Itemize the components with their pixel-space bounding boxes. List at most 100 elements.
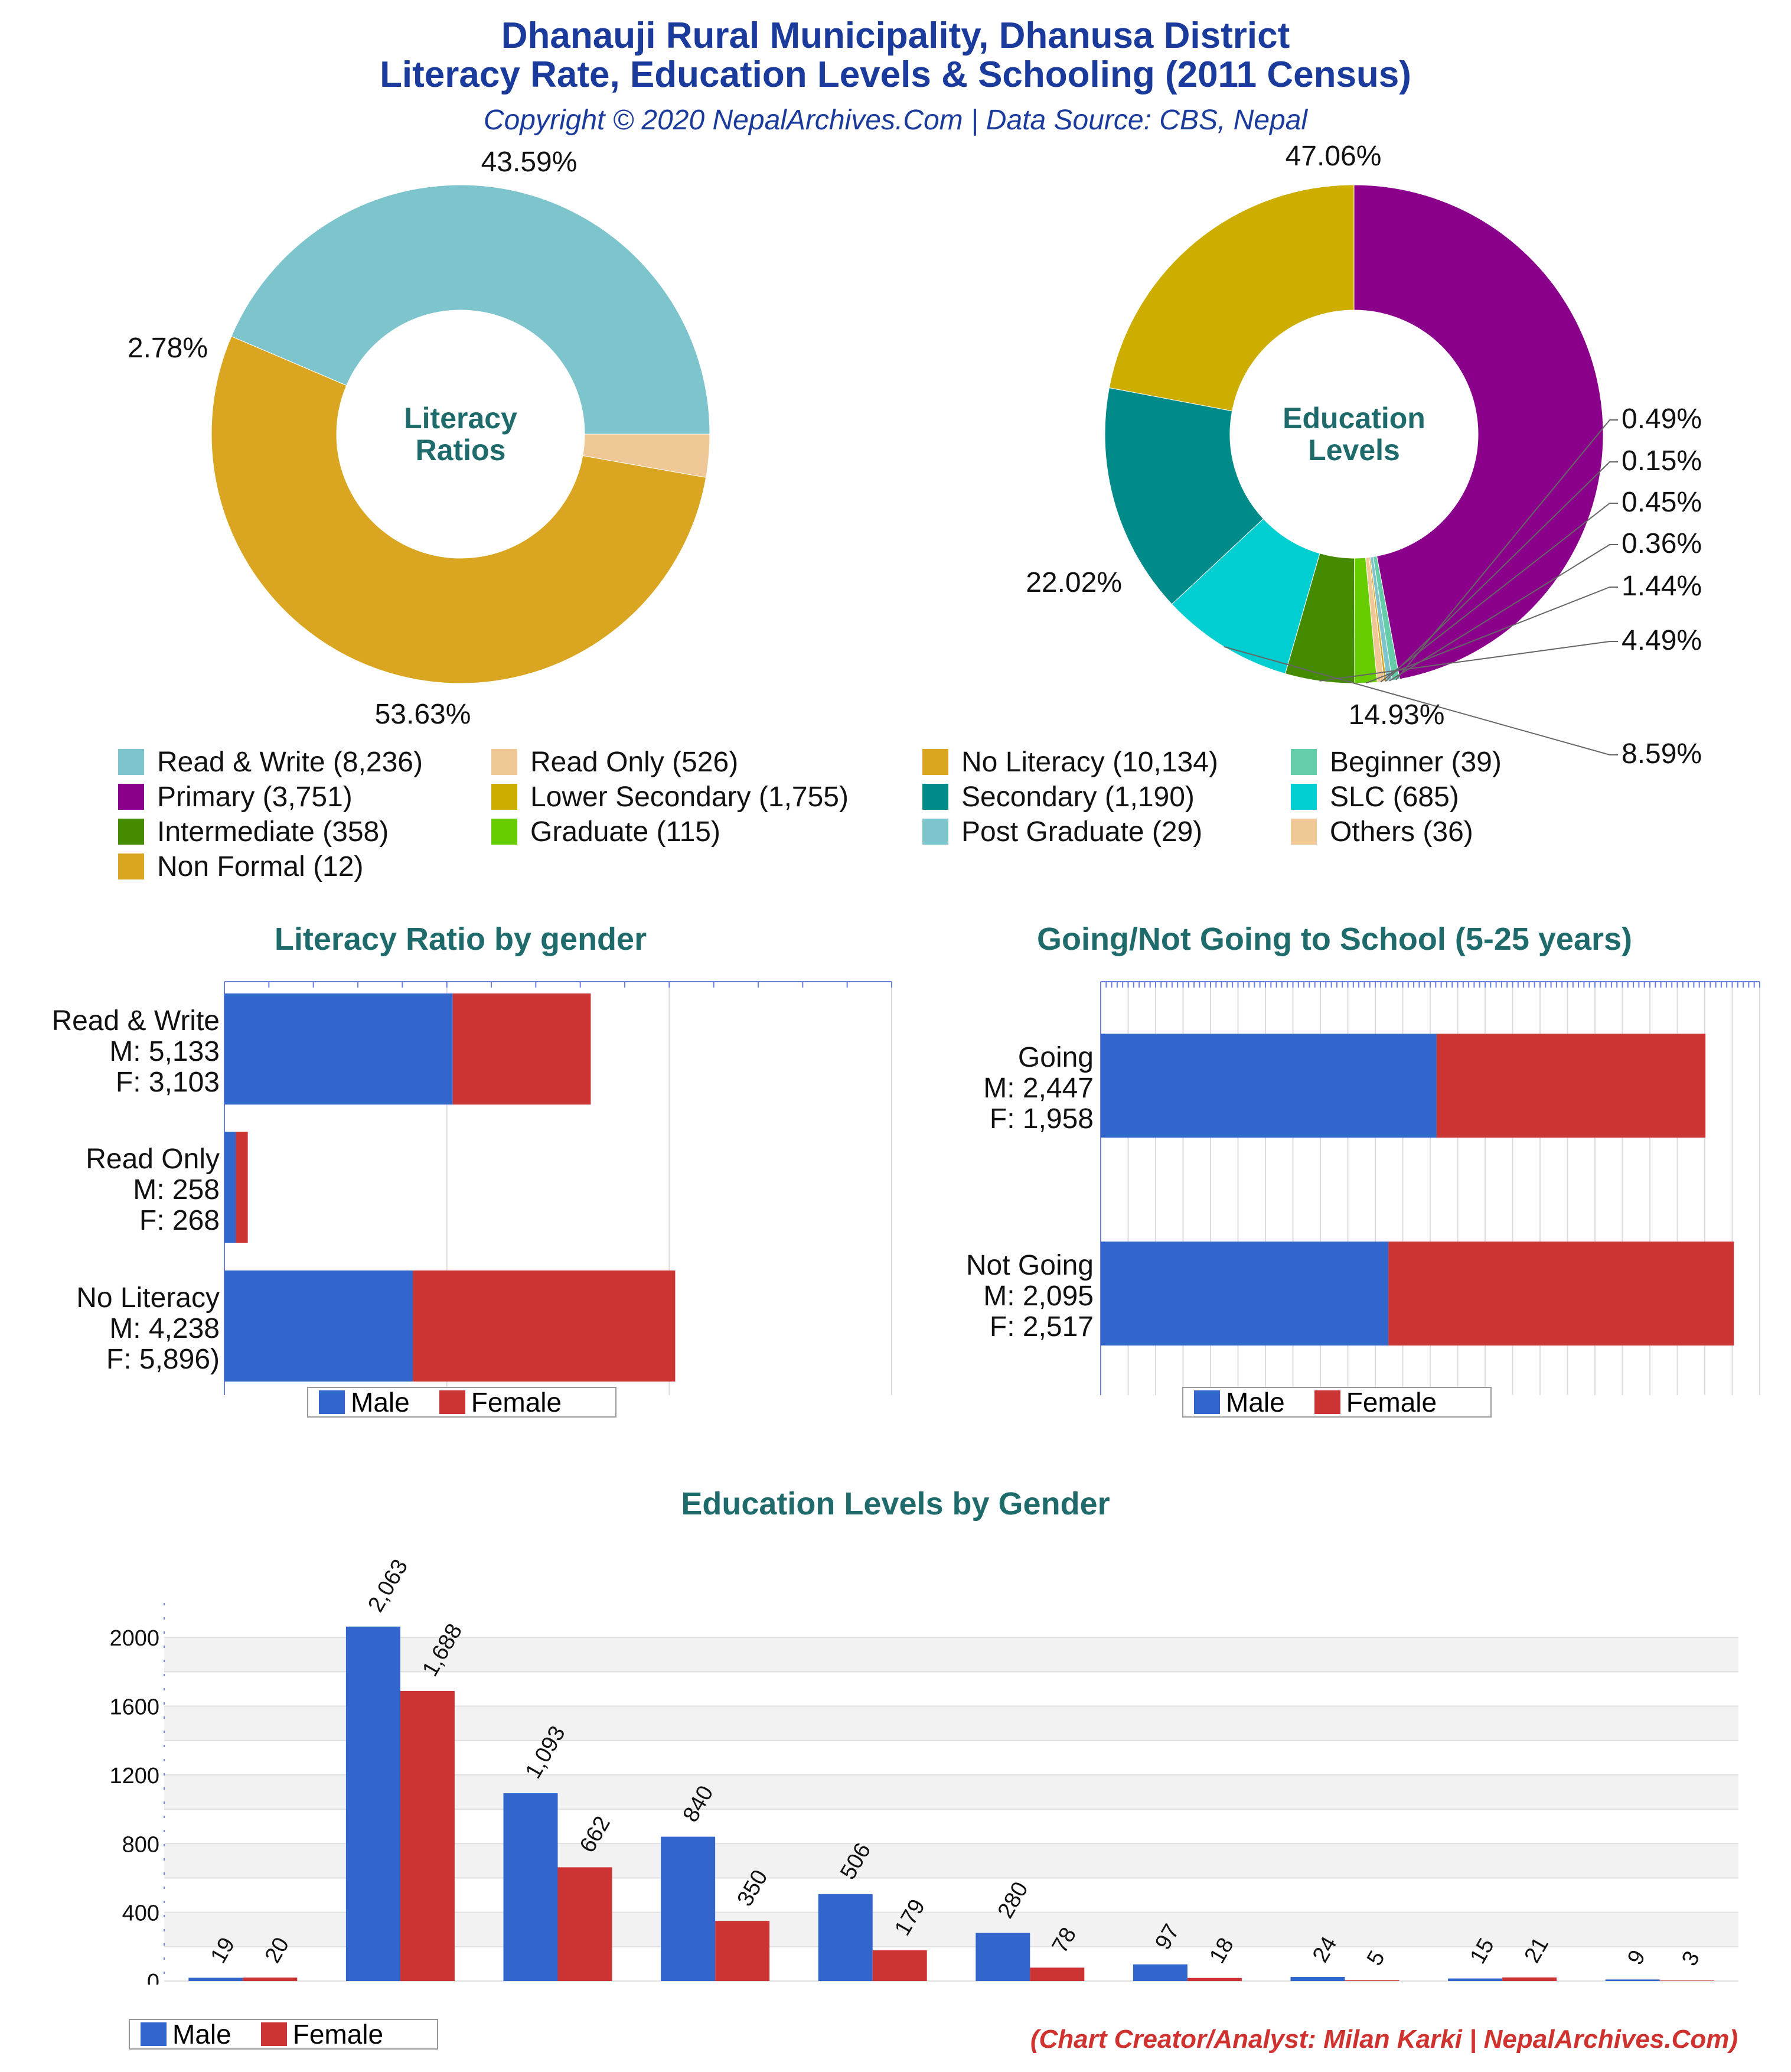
education-slice-label: 22.02% bbox=[1026, 567, 1122, 598]
category-label: F: 3,103 bbox=[116, 1067, 220, 1098]
category-label: F: 268 bbox=[139, 1205, 220, 1236]
education-slice-label: 47.06% bbox=[1286, 141, 1382, 172]
legend-label: No Literacy (10,134) bbox=[961, 747, 1218, 778]
page-title-line1: Dhanauji Rural Municipality, Dhanusa Dis… bbox=[501, 15, 1290, 56]
literacy-slice-label: 2.78% bbox=[128, 333, 208, 364]
literacy-slice-label: 53.63% bbox=[375, 699, 471, 730]
literacy-donut-center-label: Literacy bbox=[404, 402, 517, 435]
y-tick-label: 1200 bbox=[109, 1764, 159, 1788]
bar-female bbox=[1388, 1242, 1734, 1346]
category-label: F: 2,517 bbox=[990, 1311, 1094, 1343]
bar-male bbox=[188, 1977, 243, 1981]
legend-label: Read & Write (8,236) bbox=[157, 747, 423, 778]
bar-male bbox=[1101, 1034, 1437, 1138]
legend-item: Read Only (526) bbox=[491, 745, 738, 780]
legend-swatch bbox=[1291, 749, 1317, 775]
education-donut-slice-primary bbox=[1353, 184, 1604, 680]
category-label: M: 2,447 bbox=[983, 1073, 1094, 1104]
bar-female bbox=[1345, 1980, 1399, 1981]
bar-male bbox=[1290, 1977, 1345, 1981]
education-slice-label: 4.49% bbox=[1622, 625, 1702, 656]
legend-swatch bbox=[491, 749, 517, 775]
page-title-line2: Literacy Rate, Education Levels & School… bbox=[380, 54, 1411, 95]
category-label: M: 258 bbox=[133, 1174, 220, 1206]
legend-item: No Literacy (10,134) bbox=[922, 745, 1218, 780]
category-label: M: 2,095 bbox=[983, 1281, 1094, 1312]
legend-label: Beginner (39) bbox=[1330, 747, 1502, 778]
bar-female bbox=[1436, 1034, 1706, 1138]
male-swatch bbox=[319, 1390, 345, 1414]
education-donut-center-label: Levels bbox=[1308, 434, 1400, 467]
copyright-text: Copyright © 2020 NepalArchives.Com | Dat… bbox=[483, 105, 1308, 136]
bar-male bbox=[1101, 1242, 1389, 1346]
female-swatch bbox=[1314, 1390, 1340, 1414]
school-gender-title: Going/Not Going to School (5-25 years) bbox=[1036, 921, 1633, 957]
bar-female bbox=[236, 1132, 248, 1243]
legend-swatch bbox=[922, 819, 948, 845]
legend-label: SLC (685) bbox=[1330, 781, 1459, 813]
legend-female-label: Female bbox=[471, 1387, 562, 1418]
bar-male bbox=[661, 1836, 716, 1981]
female-swatch bbox=[260, 2022, 287, 2046]
bar-male bbox=[224, 1270, 413, 1382]
education-donut-center-label: Education bbox=[1283, 402, 1425, 435]
bar-female bbox=[452, 993, 591, 1105]
legend-label: Read Only (526) bbox=[530, 747, 739, 778]
bar-male bbox=[224, 1132, 236, 1243]
legend-item: Post Graduate (29) bbox=[922, 815, 1202, 849]
bar-female bbox=[872, 1950, 927, 1981]
legend-label: Non Formal (12) bbox=[157, 851, 364, 882]
credit-text: (Chart Creator/Analyst: Milan Karki | Ne… bbox=[1030, 2025, 1738, 2054]
legend-swatch bbox=[1291, 819, 1317, 845]
data-label: 9 bbox=[1623, 1946, 1650, 1969]
category-label: Not Going bbox=[966, 1250, 1094, 1281]
legend-swatch bbox=[118, 784, 144, 810]
education-gender-legend: Male Female bbox=[129, 2019, 438, 2050]
legend-male-label: Male bbox=[172, 2019, 231, 2050]
literacy-gender-legend: Male Female bbox=[307, 1387, 616, 1418]
education-slice-label: 1.44% bbox=[1622, 571, 1702, 602]
legend-item: SLC (685) bbox=[1291, 780, 1459, 815]
bar-female bbox=[243, 1977, 298, 1981]
legend-label: Graduate (115) bbox=[530, 816, 720, 848]
data-label: 3 bbox=[1677, 1947, 1705, 1970]
school-gender-legend: Male Female bbox=[1182, 1387, 1492, 1418]
bar-female bbox=[400, 1690, 455, 1981]
legend-swatch bbox=[118, 853, 144, 879]
y-tick-label: 0 bbox=[147, 1970, 159, 1985]
category-label: F: 5,896) bbox=[106, 1344, 220, 1375]
education-slice-label: 0.45% bbox=[1622, 487, 1702, 518]
male-swatch bbox=[141, 2022, 167, 2046]
bar-female bbox=[1030, 1967, 1085, 1981]
bar-male bbox=[1605, 1979, 1660, 1981]
bar-male bbox=[818, 1894, 873, 1981]
literacy-donut-center-label: Ratios bbox=[416, 434, 506, 467]
legend-item: Beginner (39) bbox=[1291, 745, 1502, 780]
legend-male-label: Male bbox=[351, 1387, 410, 1418]
y-tick-label: 2000 bbox=[109, 1626, 159, 1651]
bar-female bbox=[1502, 1977, 1557, 1981]
female-swatch bbox=[439, 1390, 465, 1414]
legend-item: Others (36) bbox=[1291, 815, 1473, 849]
legend-item: Graduate (115) bbox=[491, 815, 720, 849]
male-swatch bbox=[1194, 1390, 1220, 1414]
legend-item: Lower Secondary (1,755) bbox=[491, 780, 849, 815]
bar-male bbox=[1133, 1964, 1188, 1981]
education-gender-title: Education Levels by Gender bbox=[681, 1486, 1110, 1522]
leader-line bbox=[1365, 587, 1618, 684]
literacy-donut-slice-read-write bbox=[231, 184, 710, 435]
bar-female bbox=[1659, 1980, 1714, 1981]
legend-label: Secondary (1,190) bbox=[961, 781, 1195, 813]
category-label: M: 4,238 bbox=[109, 1313, 220, 1344]
y-tick-label: 400 bbox=[122, 1901, 159, 1926]
legend-item: Secondary (1,190) bbox=[922, 780, 1195, 815]
legend-swatch bbox=[922, 784, 948, 810]
leader-line bbox=[1395, 419, 1618, 680]
legend-item: Read & Write (8,236) bbox=[118, 745, 423, 780]
category-label: Going bbox=[1018, 1042, 1094, 1073]
literacy-slice-label: 43.59% bbox=[481, 146, 578, 178]
leader-line bbox=[1389, 544, 1618, 682]
education-slice-label: 14.93% bbox=[1349, 699, 1445, 731]
category-label: M: 5,133 bbox=[109, 1036, 220, 1067]
